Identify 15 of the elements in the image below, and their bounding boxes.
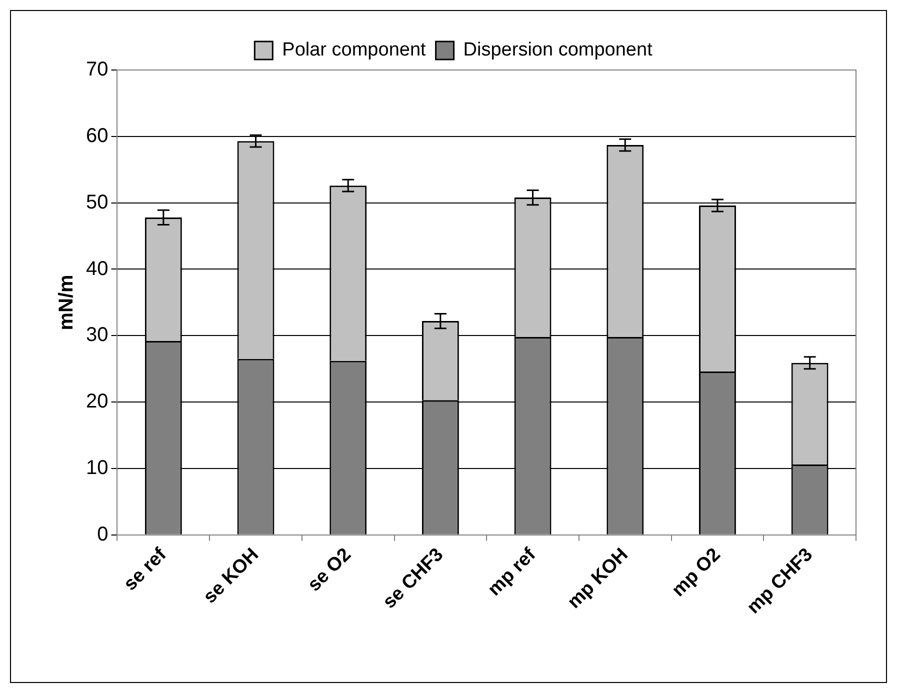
y-tick-label: 70 [86,58,108,81]
x-tick-label: mp O2 [668,544,725,602]
y-axis-title: mN/m [56,274,78,330]
y-tick-label: 50 [86,191,108,214]
x-tick-label: se ref [120,544,172,596]
y-tick-label: 40 [86,258,108,280]
x-tick-label: se O2 [304,544,356,596]
legend-label: Dispersion component [463,40,654,61]
y-tick-label: 0 [97,523,108,546]
y-tick-label: 20 [86,390,108,413]
y-tick-label: 60 [86,124,108,147]
x-tick-label: mp ref [484,544,540,600]
y-tick-label: 10 [86,457,108,480]
legend-label: Polar component [282,40,427,61]
y-tick-label: 30 [86,324,108,346]
